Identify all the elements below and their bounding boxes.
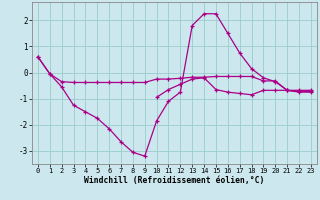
X-axis label: Windchill (Refroidissement éolien,°C): Windchill (Refroidissement éolien,°C) — [84, 176, 265, 185]
